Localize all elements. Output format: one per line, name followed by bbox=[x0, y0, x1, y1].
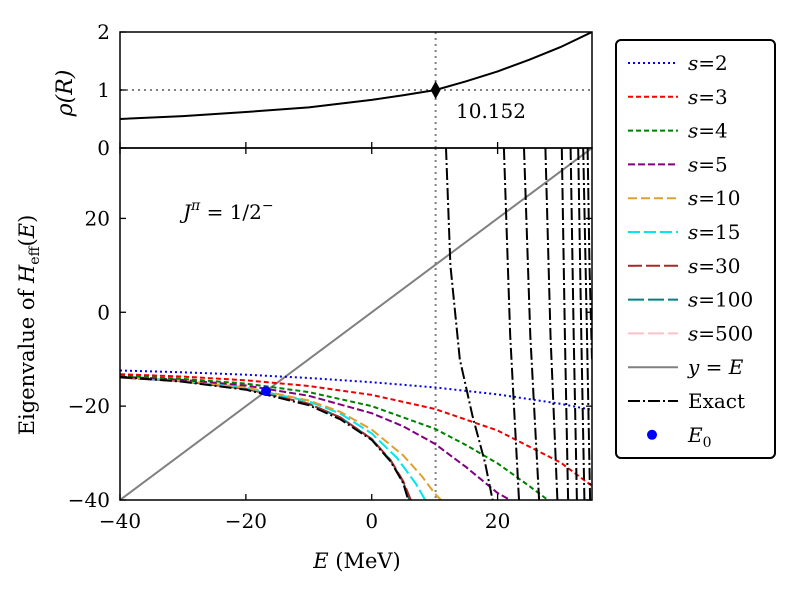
exact-branch-7 bbox=[577, 148, 586, 500]
series-s-2 bbox=[120, 369, 592, 411]
series-y-e bbox=[120, 148, 592, 500]
legend-label-7: s=100 bbox=[688, 288, 753, 312]
legend-label-3: s=5 bbox=[688, 152, 728, 176]
legend-label-5: s=15 bbox=[688, 220, 740, 244]
legend-label-6: s=30 bbox=[688, 254, 740, 278]
bottom-xtick-label: 0 bbox=[365, 509, 378, 533]
rho-curve bbox=[120, 32, 592, 120]
legend-label-11: E0 bbox=[687, 423, 712, 451]
rho-marker bbox=[430, 81, 441, 99]
exact-branch-6 bbox=[569, 148, 578, 500]
legend-label-9: y = E bbox=[687, 355, 744, 379]
exact-branch-3 bbox=[523, 148, 541, 500]
bottom-xtick-label: 20 bbox=[485, 509, 510, 533]
xlabel: E (MeV) bbox=[312, 549, 401, 573]
bottom-ytick-label: 0 bbox=[97, 300, 110, 324]
top-plot-area bbox=[120, 32, 592, 148]
legend-label-10: Exact bbox=[688, 389, 745, 413]
exact-branch-1 bbox=[445, 148, 494, 500]
series-s-10 bbox=[120, 376, 442, 500]
exact-branch-5 bbox=[560, 148, 570, 500]
series-s-4 bbox=[120, 374, 549, 500]
legend: s=2 s=3 s=4 s=5 s=10 s=15 s=30 s=100 s=500 y = E E… bbox=[615, 39, 776, 459]
legend-label-8: s=500 bbox=[688, 321, 753, 345]
bottom-panel: −40 −20 0 20 −40 −20 0 20 bbox=[68, 147, 593, 533]
exact-branch-2 bbox=[502, 148, 520, 500]
top-ytick-label: 0 bbox=[97, 136, 110, 160]
bottom-ytick-label: −20 bbox=[68, 394, 110, 418]
top-ylabel: ρ(R) bbox=[53, 70, 78, 118]
legend-label-0: s=2 bbox=[688, 51, 728, 75]
series-exact bbox=[120, 376, 410, 500]
exact-branch-8 bbox=[582, 148, 592, 500]
legend-label-4: s=10 bbox=[688, 186, 740, 210]
bottom-plot-area bbox=[120, 148, 592, 500]
legend-label-2: s=4 bbox=[688, 119, 728, 143]
legend-marker-e0 bbox=[647, 429, 657, 440]
bottom-ytick-label: 20 bbox=[85, 206, 110, 230]
bottom-frame bbox=[119, 147, 593, 501]
bottom-xtick-label: −40 bbox=[99, 509, 141, 533]
series-s-5 bbox=[120, 375, 511, 500]
e0-point bbox=[261, 386, 272, 397]
legend-label-1: s=3 bbox=[688, 85, 728, 109]
legend-box bbox=[615, 39, 776, 459]
bottom-ytick-label: −40 bbox=[68, 488, 110, 512]
series-s-3 bbox=[120, 373, 592, 487]
top-panel: 0 1 2 bbox=[97, 20, 593, 160]
top-ytick-label: 1 bbox=[97, 78, 110, 102]
bottom-xtick-label: −20 bbox=[225, 509, 267, 533]
jpi-annotation: Jπ = 1/2− bbox=[179, 198, 274, 224]
rho-value-annotation: 10.152 bbox=[456, 99, 526, 123]
bottom-ylabel: Eigenvalue of Heff(E) bbox=[15, 215, 43, 436]
exact-branch-4 bbox=[544, 148, 559, 500]
top-ytick-label: 2 bbox=[97, 20, 110, 44]
